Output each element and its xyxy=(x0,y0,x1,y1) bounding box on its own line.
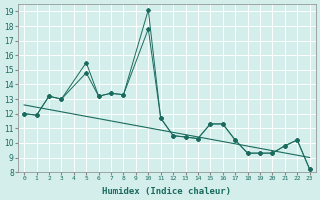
X-axis label: Humidex (Indice chaleur): Humidex (Indice chaleur) xyxy=(102,187,231,196)
